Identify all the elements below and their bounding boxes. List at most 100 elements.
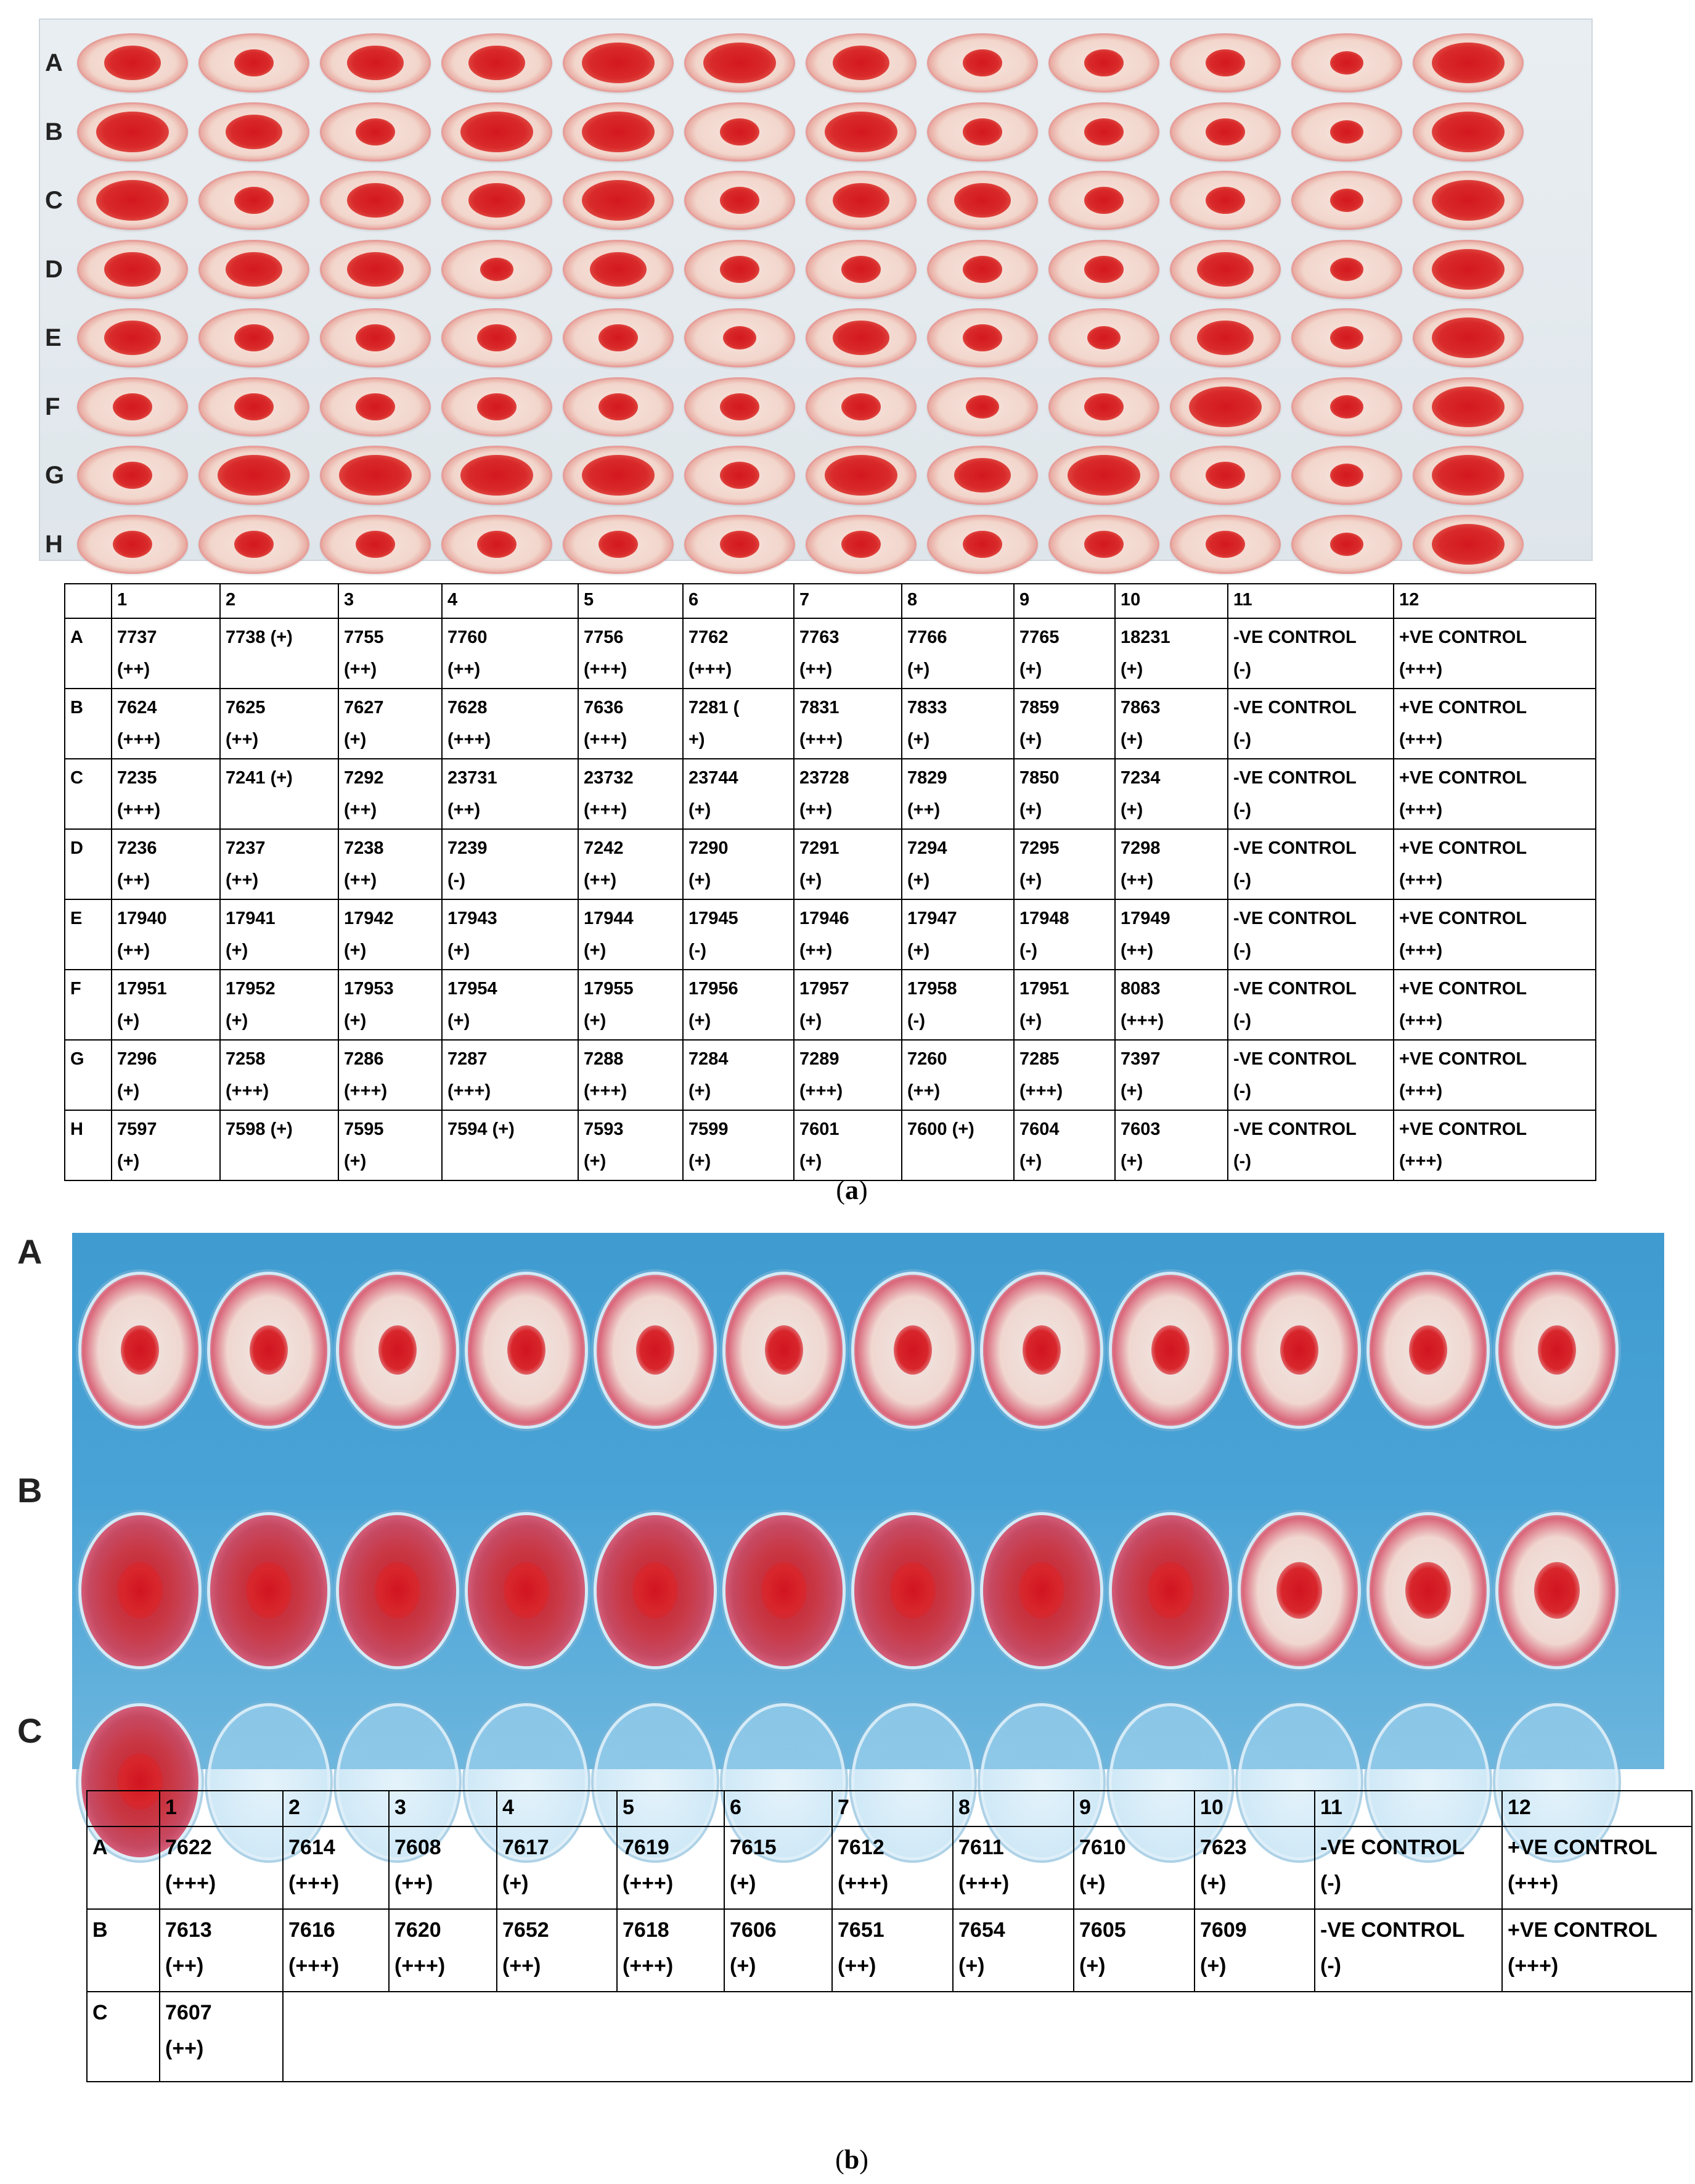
table-row: E 17940 (++) 17941 (+) 17942 (+) 17943 (+) 17… <box>64 899 1596 970</box>
plate-a-blood-spot <box>582 111 655 152</box>
plate-a-blood-spot <box>234 49 274 76</box>
table-cell: 7760 (++) <box>441 618 579 689</box>
plate-a-blood-spot <box>218 455 290 496</box>
row-header: A <box>86 1826 160 1910</box>
plate-b-blood-spot <box>1276 1562 1322 1619</box>
plate-b-blood-spot <box>1019 1562 1064 1619</box>
table-cell: 17951 (+) <box>1013 969 1116 1041</box>
plate-b-row-label: A <box>17 1232 43 1271</box>
table-cell: 17958 (-) <box>901 969 1015 1041</box>
table-cell: 7295 (+) <box>1013 828 1116 900</box>
column-header: 4 <box>441 583 579 619</box>
plate-a-blood-spot <box>963 255 1002 283</box>
table-cell: 7290 (+) <box>682 828 794 900</box>
table-cell: +VE CONTROL (+++) <box>1393 688 1596 759</box>
table-cell: 17944 (+) <box>578 899 684 970</box>
table-cell: 17953 (+) <box>338 969 443 1041</box>
plate-a-blood-spot <box>226 114 282 149</box>
table-cell: 7613 (++) <box>159 1908 284 1992</box>
plate-a-blood-spot <box>841 255 881 283</box>
plate-a-row-label: E <box>45 324 62 351</box>
table-row: B 7624 (+++) 7625 (++) 7627 (+) 7628 (+++) 76… <box>64 688 1596 759</box>
table-cell: 7627 (+) <box>338 688 443 759</box>
plate-a-blood-spot <box>356 530 395 558</box>
table-cell: 7397 (+) <box>1114 1039 1228 1111</box>
table-cell: +VE CONTROL (+++) <box>1501 1908 1693 1992</box>
plate-a-photo: A B C D E F G H <box>39 18 1593 574</box>
table-cell: +VE CONTROL (+++) <box>1501 1826 1693 1910</box>
plate-a-blood-spot <box>1084 530 1124 558</box>
table-cell: 7594 (+) <box>441 1110 579 1181</box>
column-header: 8 <box>901 583 1015 619</box>
plate-a-blood-spot <box>1206 118 1245 145</box>
plate-b-blood-spot <box>507 1325 545 1375</box>
column-header: 5 <box>616 1790 725 1827</box>
table-cell: 7600 (+) <box>901 1110 1015 1181</box>
table-cell: 17948 (-) <box>1013 899 1116 970</box>
empty-cell <box>282 1991 1693 2082</box>
table-cell: 17957 (+) <box>793 969 902 1041</box>
table-cell: 7617 (+) <box>496 1826 618 1910</box>
plate-a-blood-spot <box>477 393 517 420</box>
plate-a-blood-spot <box>720 187 759 214</box>
table-cell: +VE CONTROL (+++) <box>1393 969 1596 1041</box>
table-cell: 7609 (+) <box>1194 1908 1315 1992</box>
table-cell: 17952 (+) <box>219 969 339 1041</box>
table-cell: 7291 (+) <box>793 828 902 900</box>
plate-a-blood-spot <box>1432 43 1505 83</box>
plate-a-row-label: H <box>45 530 63 558</box>
table-cell: +VE CONTROL (+++) <box>1393 1110 1596 1181</box>
table-cell: 7755 (++) <box>338 618 443 689</box>
plate-b-blood-spot <box>636 1325 674 1375</box>
table-cell: 7766 (+) <box>901 618 1015 689</box>
plate-a-blood-spot <box>1084 187 1124 214</box>
table-cell: 7239 (-) <box>441 828 579 900</box>
table-corner-cell <box>86 1790 160 1827</box>
plate-a-blood-spot <box>347 252 404 287</box>
plate-a-row-label: F <box>45 393 60 420</box>
table-cell: -VE CONTROL (-) <box>1227 899 1394 970</box>
table-cell: 7593 (+) <box>578 1110 684 1181</box>
table-cell: 7763 (++) <box>793 618 902 689</box>
plate-a-blood-spot <box>720 118 759 145</box>
row-header: G <box>64 1039 112 1111</box>
plate-a-results-table: 1 2 3 4 5 6 7 8 9 10 11 12 A 7737 (++) 7738 (+) 7755 (+… <box>64 583 1596 1181</box>
table-cell: 17955 (+) <box>578 969 684 1041</box>
table-cell: 17940 (++) <box>111 899 221 970</box>
table-cell: 7624 (+++) <box>111 688 221 759</box>
plate-b-row-label: B <box>17 1471 43 1510</box>
plate-a-row-label: A <box>45 49 63 76</box>
table-cell: 7241 (+) <box>219 758 339 830</box>
table-cell: 7595 (+) <box>338 1110 443 1181</box>
column-header: 2 <box>219 583 339 619</box>
column-header: 6 <box>682 583 794 619</box>
table-cell: 7285 (+++) <box>1013 1039 1116 1111</box>
table-cell: 7281 ( +) <box>682 688 794 759</box>
table-cell: 7610 (+) <box>1073 1826 1195 1910</box>
plate-a-blood-spot <box>963 118 1002 145</box>
plate-a-blood-spot <box>339 455 412 496</box>
table-cell: 7289 (+++) <box>793 1039 902 1111</box>
column-header: 4 <box>496 1790 618 1827</box>
table-cell: 7619 (+++) <box>616 1826 725 1910</box>
plate-b-blood-spot <box>1538 1325 1576 1375</box>
table-cell: 7237 (++) <box>219 828 339 900</box>
table-row: A 7737 (++) 7738 (+) 7755 (++) 7760 (++) 7756… <box>64 618 1596 689</box>
table-cell: 18231 (+) <box>1114 618 1228 689</box>
plate-b-blood-spot <box>375 1562 420 1619</box>
table-cell: 23744 (+) <box>682 758 794 830</box>
table-cell: +VE CONTROL (+++) <box>1393 618 1596 689</box>
table-cell: 7298 (++) <box>1114 828 1228 900</box>
row-header: F <box>64 969 112 1041</box>
column-header: 9 <box>1073 1790 1195 1827</box>
table-cell: 7756 (+++) <box>578 618 684 689</box>
plate-b-blood-spot <box>1280 1325 1318 1375</box>
table-cell: -VE CONTROL (-) <box>1227 758 1394 830</box>
plate-a-blood-spot <box>1084 118 1124 145</box>
plate-a-blood-spot <box>1189 386 1262 427</box>
column-header: 8 <box>952 1790 1074 1827</box>
plate-a-blood-spot <box>1330 51 1363 75</box>
column-header: 6 <box>724 1790 833 1827</box>
plate-a-blood-spot <box>1084 393 1124 420</box>
plate-a-blood-spot <box>113 393 152 420</box>
